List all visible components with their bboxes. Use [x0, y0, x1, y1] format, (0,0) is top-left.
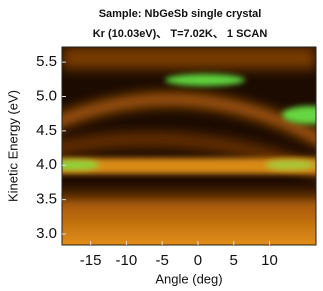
y-tick-label: 5.0: [36, 87, 57, 104]
y-axis-label: Kinetic Energy (eV): [5, 90, 20, 202]
x-tick-label: -5: [155, 252, 168, 269]
x-tick-label: -10: [116, 252, 138, 269]
intensity-map: [50, 47, 323, 250]
x-tick-label: 0: [194, 252, 202, 269]
y-tick-label: 4.5: [36, 122, 57, 139]
y-tick-label: 3.0: [36, 225, 57, 242]
intensity-feature: [55, 180, 323, 250]
intensity-feature: [265, 160, 315, 170]
x-tick-label: -15: [80, 252, 102, 269]
chart: Sample: NbGeSb single crystal Kr (10.03e…: [0, 0, 323, 291]
intensity-feature: [165, 74, 245, 86]
x-tick-label: 10: [261, 252, 278, 269]
intensity-feature: [62, 47, 316, 69]
x-axis-label: Angle (deg): [155, 271, 222, 286]
intensity-feature: [50, 160, 100, 170]
y-tick-label: 3.5: [36, 191, 57, 208]
page: Sample: NbGeSb single crystal Kr (10.03e…: [0, 0, 323, 291]
chart-subtitle: Kr (10.03eV)、 T=7.02K、 1 SCAN: [93, 28, 268, 40]
y-tick-label: 5.5: [36, 53, 57, 70]
x-tick-label: 5: [230, 252, 238, 269]
chart-title: Sample: NbGeSb single crystal: [99, 8, 262, 20]
y-tick-label: 4.0: [36, 156, 57, 173]
